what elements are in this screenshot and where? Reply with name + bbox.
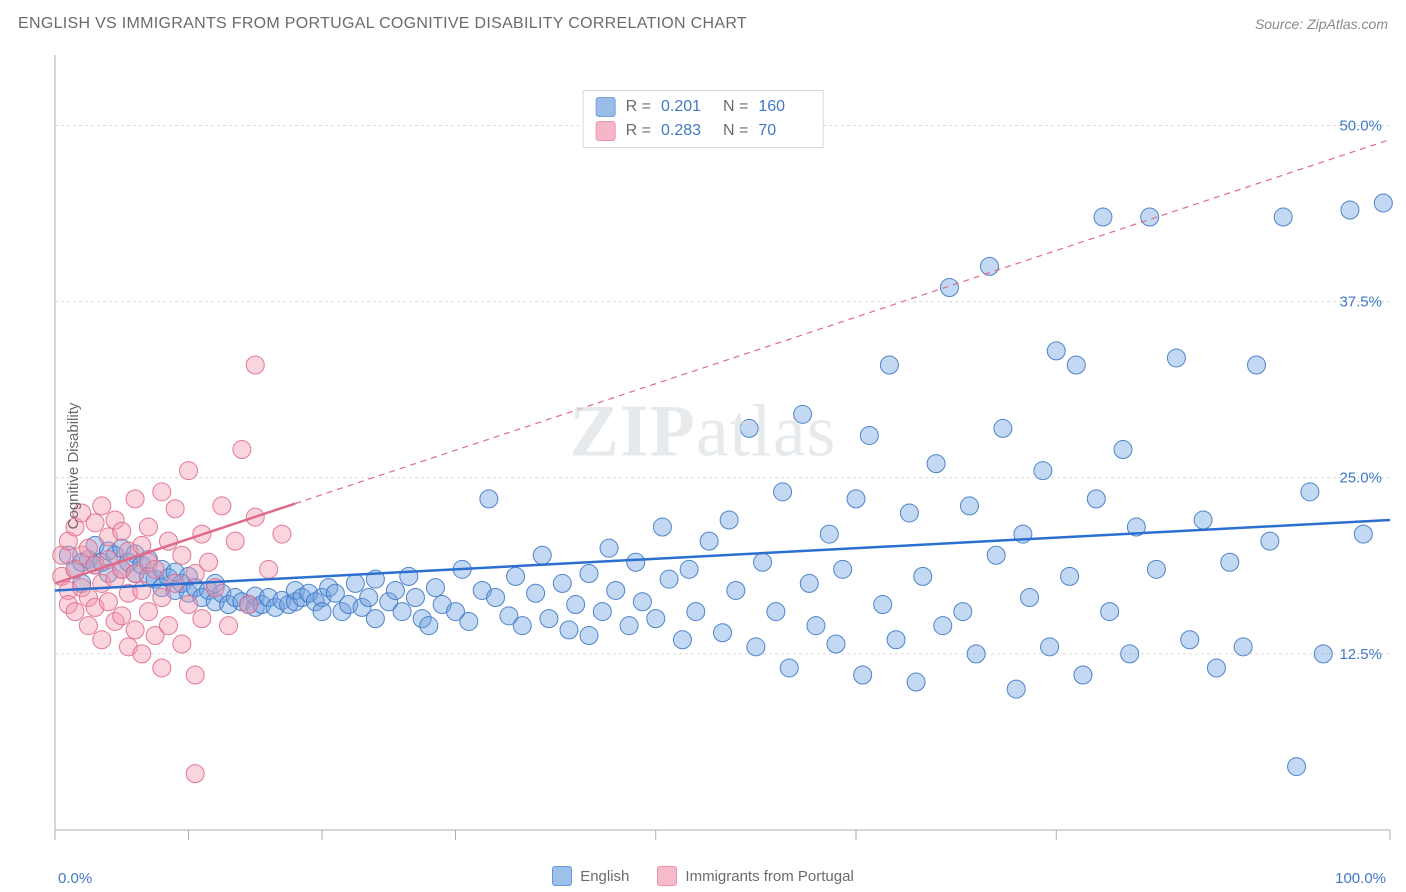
legend-item-portugal: Immigrants from Portugal [657, 866, 853, 886]
legend-item-english: English [552, 866, 629, 886]
chart-svg: 12.5% 25.0% 37.5% 50.0% [0, 40, 1406, 892]
legend-row-english: R = 0.201 N = 160 [596, 97, 811, 117]
correlation-legend: R = 0.201 N = 160 R = 0.283 N = 70 [583, 90, 824, 148]
chart-container: ENGLISH VS IMMIGRANTS FROM PORTUGAL COGN… [0, 0, 1406, 892]
series-legend: English Immigrants from Portugal [0, 866, 1406, 886]
svg-text:12.5%: 12.5% [1339, 646, 1382, 663]
swatch-portugal-icon [657, 866, 677, 886]
legend-row-portugal: R = 0.283 N = 70 [596, 121, 811, 141]
y-axis-label: Cognitive Disability [65, 403, 82, 530]
svg-text:37.5%: 37.5% [1339, 294, 1382, 311]
swatch-portugal [596, 121, 616, 141]
svg-text:25.0%: 25.0% [1339, 470, 1382, 487]
n-value-english: 160 [758, 98, 810, 116]
legend-label-english: English [580, 868, 629, 885]
n-value-portugal: 70 [758, 122, 810, 140]
svg-text:50.0%: 50.0% [1339, 117, 1382, 134]
chart-area: Cognitive Disability ZIPatlas 12.5%25.0%… [0, 40, 1406, 892]
legend-label-portugal: Immigrants from Portugal [685, 868, 853, 885]
r-value-english: 0.201 [661, 98, 713, 116]
swatch-english [596, 97, 616, 117]
swatch-english-icon [552, 866, 572, 886]
chart-title: ENGLISH VS IMMIGRANTS FROM PORTUGAL COGN… [18, 15, 747, 33]
r-value-portugal: 0.283 [661, 122, 713, 140]
source-credit: Source: ZipAtlas.com [1255, 16, 1388, 32]
title-bar: ENGLISH VS IMMIGRANTS FROM PORTUGAL COGN… [0, 0, 1406, 40]
